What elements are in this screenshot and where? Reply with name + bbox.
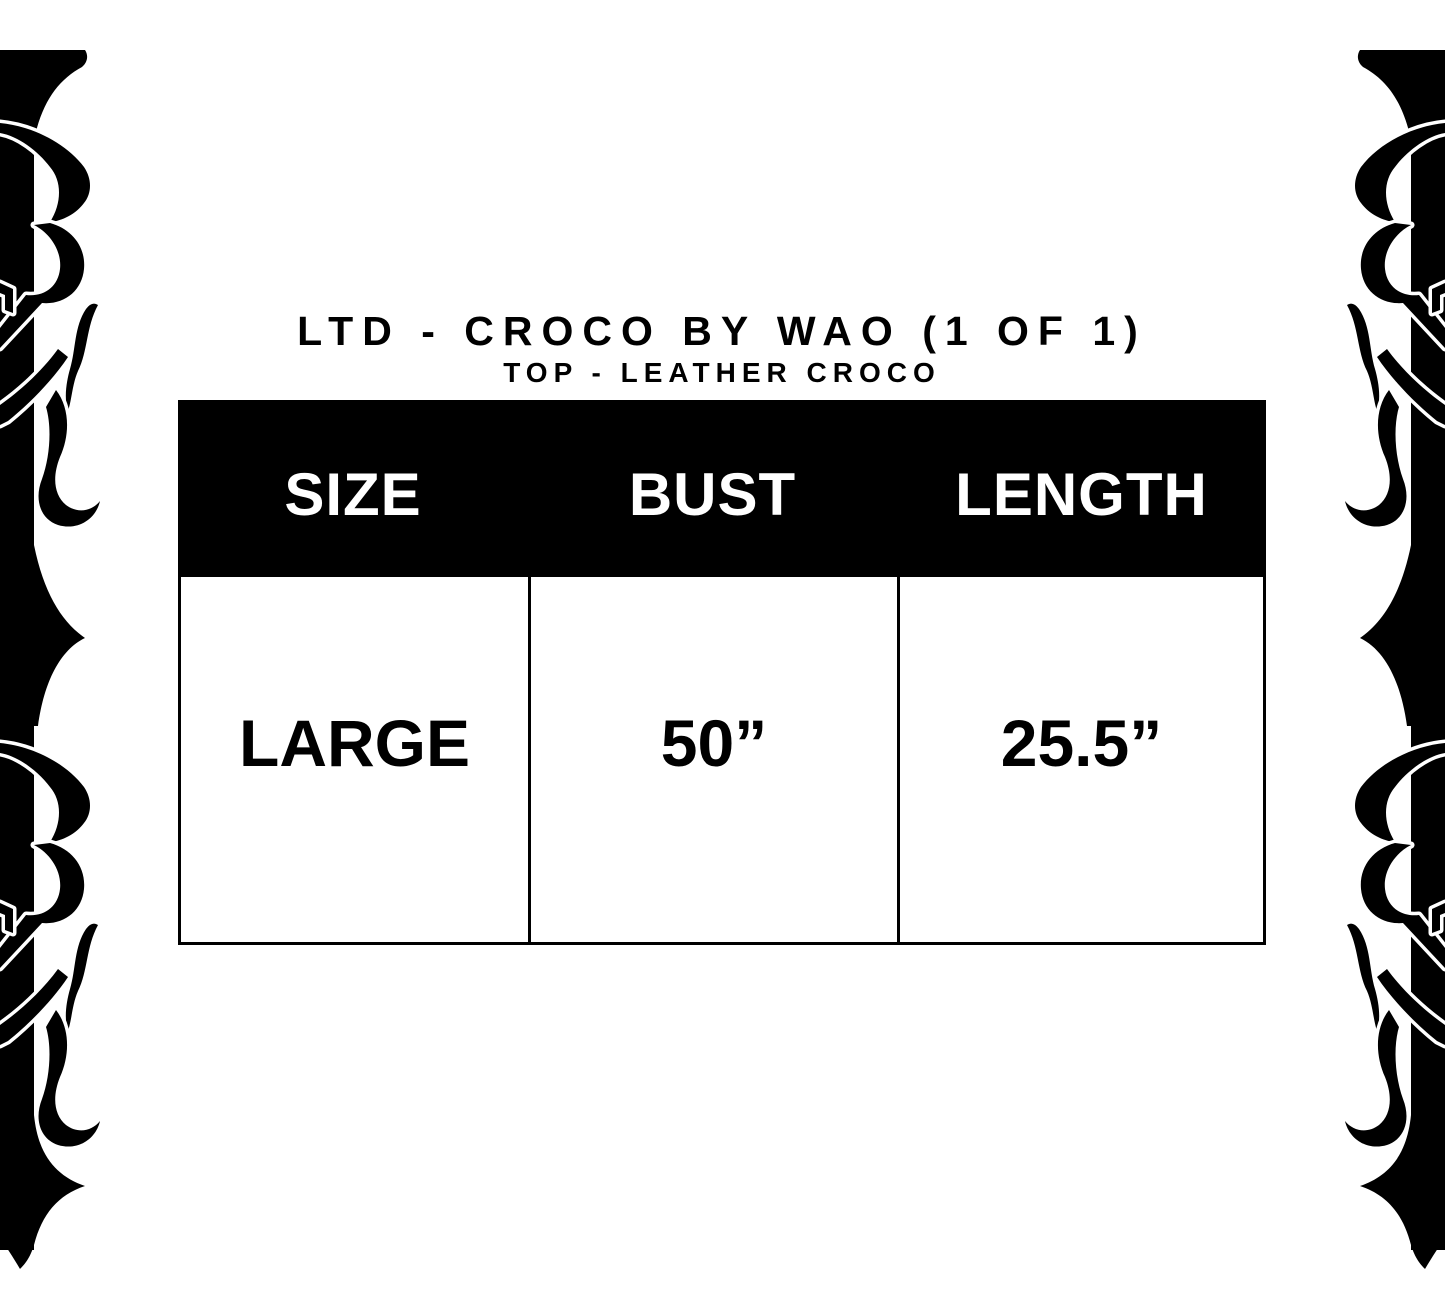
- size-chart-table: SIZE BUST LENGTH LARGE 50” 25.5”: [178, 400, 1266, 945]
- ornament-wrap-motif: [1341, 119, 1445, 530]
- size-chart-data-row: LARGE 50” 25.5”: [178, 577, 1266, 945]
- left-ornament-graphic: [0, 50, 104, 1269]
- cell-length-value: 25.5”: [897, 577, 1263, 942]
- column-header-bust: BUST: [628, 461, 797, 528]
- page-title: LTD - CROCO BY WAO (1 OF 1): [297, 308, 1147, 354]
- column-header-size: SIZE: [284, 461, 422, 528]
- cell-bust-value: 50”: [528, 577, 897, 942]
- ornament-wrap-motif: [0, 119, 104, 530]
- ornament-wrap-motif: [1341, 739, 1445, 1150]
- cell-size-value: LARGE: [239, 705, 470, 780]
- page-subtitle: TOP - LEATHER CROCO: [503, 357, 941, 388]
- ornament-wrap-motif: [0, 739, 104, 1150]
- size-chart-header-row: SIZE BUST LENGTH: [178, 400, 1266, 577]
- column-header-length: LENGTH: [955, 461, 1208, 528]
- right-ornament-graphic: [1341, 50, 1445, 1269]
